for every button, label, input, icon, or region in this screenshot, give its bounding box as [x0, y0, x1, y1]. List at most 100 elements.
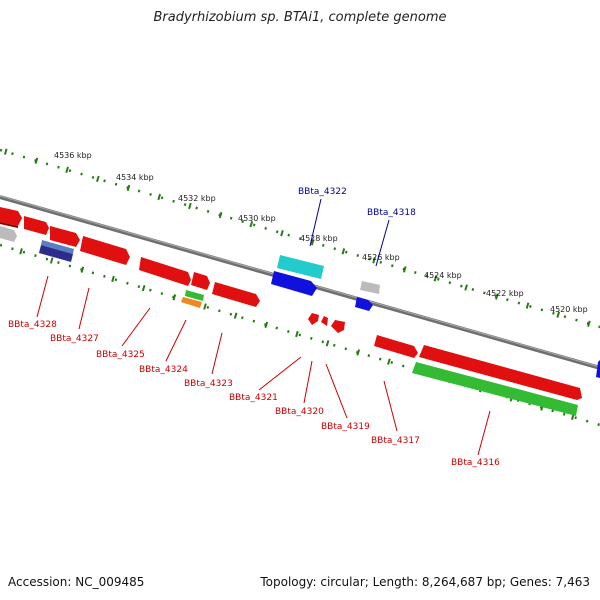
gene-arrow-4324-orange[interactable]	[181, 297, 202, 308]
major-tick-mark	[433, 275, 438, 282]
major-tick-mark	[80, 266, 85, 273]
gene-arrow-4328-blue-a[interactable]	[41, 240, 74, 254]
major-tick-mark	[203, 303, 207, 310]
upper-tick-track	[0, 148, 600, 329]
gene-arrow-4322-cyan[interactable]	[277, 255, 324, 279]
label-leader-lines	[36, 275, 491, 456]
gene-arrow-4324[interactable]	[139, 257, 191, 286]
major-tick-mark	[3, 148, 8, 155]
gene-arrow-4316-green[interactable]	[412, 362, 578, 416]
leader-4319	[325, 363, 348, 419]
lower-tick-track	[0, 243, 600, 427]
major-tick-mark	[249, 220, 254, 228]
gene-labels: BBta_4328 BBta_4327 BBta_4325 BBta_4324 …	[8, 187, 500, 468]
gene-arrow-4323-a[interactable]	[191, 272, 210, 290]
gene-arrow-4321[interactable]	[308, 313, 319, 325]
gene-arrow-4323-b[interactable]	[212, 282, 260, 307]
major-tick-mark	[233, 312, 238, 319]
gene-label-4320[interactable]: BBta_4320	[275, 407, 324, 417]
leader-4317	[383, 380, 398, 432]
leader-4325	[121, 307, 151, 347]
major-tick-mark	[126, 184, 131, 192]
leader-4327	[78, 287, 90, 330]
major-tick-mark	[495, 293, 499, 300]
major-tick-mark	[49, 257, 54, 264]
gene-label-4328[interactable]: BBta_4328	[8, 320, 57, 330]
major-tick-mark	[188, 202, 192, 210]
major-tick-mark	[525, 302, 530, 309]
major-tick-mark	[34, 157, 39, 164]
gene-arrow-4317[interactable]	[374, 335, 418, 358]
gene-label-4323[interactable]: BBta_4323	[184, 379, 233, 389]
tick-labels: 4536 kbp 4534 kbp 4532 kbp 4530 kbp 4528…	[54, 151, 588, 314]
gene-arrow-partial-grey[interactable]	[0, 226, 17, 242]
tick-label-4536: 4536 kbp	[54, 151, 92, 160]
major-tick-mark	[141, 284, 146, 292]
tick-label-4532: 4532 kbp	[178, 194, 216, 203]
gene-features	[0, 207, 600, 416]
accession-text: Accession: NC_009485	[8, 575, 145, 589]
gene-arrow-4325[interactable]	[80, 236, 130, 265]
major-tick-mark	[310, 239, 315, 246]
gene-arrow-4324-green[interactable]	[185, 290, 204, 301]
gene-label-4316[interactable]: BBta_4316	[451, 458, 500, 468]
tick-label-4534: 4534 kbp	[116, 173, 154, 182]
major-tick-mark	[587, 320, 591, 327]
major-tick-mark	[464, 284, 468, 291]
forward-leader-lines	[309, 198, 390, 267]
major-tick-mark	[280, 230, 284, 237]
gene-label-4317[interactable]: BBta_4317	[371, 436, 420, 446]
gene-arrow-4322-blue[interactable]	[271, 271, 317, 296]
gene-label-4327[interactable]: BBta_4327	[50, 334, 99, 344]
major-tick-mark	[356, 349, 361, 356]
major-tick-mark	[556, 311, 561, 318]
leader-4316	[477, 410, 491, 456]
major-tick-mark	[402, 266, 407, 273]
leader-4328	[36, 275, 49, 318]
major-tick-mark	[325, 340, 330, 347]
gene-label-4324[interactable]: BBta_4324	[139, 365, 188, 375]
gene-arrow-4316-red[interactable]	[419, 345, 582, 400]
major-tick-mark	[341, 248, 346, 255]
major-tick-mark	[172, 294, 177, 301]
major-tick-mark	[372, 257, 376, 264]
gene-label-4325[interactable]: BBta_4325	[96, 350, 145, 360]
major-tick-mark	[19, 248, 23, 255]
major-tick-mark	[264, 321, 269, 329]
tick-label-4524: 4524 kbp	[424, 271, 462, 280]
gene-arrow-4327[interactable]	[50, 226, 80, 247]
gene-label-4321[interactable]: BBta_4321	[229, 393, 278, 403]
map-title: Bradyrhizobium sp. BTAi1, complete genom…	[153, 10, 447, 25]
gene-arrow-4318-blue[interactable]	[355, 297, 373, 311]
gene-arrow-partial-red[interactable]	[0, 207, 22, 226]
leader-4323	[211, 332, 223, 375]
tick-label-4522: 4522 kbp	[486, 289, 524, 298]
gene-arrow-4319[interactable]	[331, 320, 345, 333]
major-tick-mark	[96, 175, 100, 183]
leader-4324	[165, 319, 187, 362]
gene-arrow-4328-blue-b[interactable]	[39, 245, 73, 262]
gene-label-4318[interactable]: BBta_4318	[367, 208, 416, 218]
tick-label-4528: 4528 kbp	[300, 234, 338, 243]
major-tick-mark	[295, 330, 299, 338]
gene-arrow-partial-blue[interactable]	[596, 360, 600, 378]
gene-label-4322[interactable]: BBta_4322	[298, 187, 347, 197]
major-tick-mark	[157, 193, 162, 201]
gene-arrow-4328-top[interactable]	[24, 216, 49, 235]
major-tick-mark	[218, 211, 223, 219]
major-tick-mark	[65, 166, 69, 173]
tick-label-4530: 4530 kbp	[238, 214, 276, 223]
major-tick-mark	[111, 275, 115, 283]
gene-label-4319[interactable]: BBta_4319	[321, 422, 370, 432]
leader-4322	[309, 198, 322, 247]
gene-arrow-4320[interactable]	[321, 316, 328, 326]
tick-label-4520: 4520 kbp	[550, 305, 588, 314]
gene-arrow-4318-grey[interactable]	[360, 281, 380, 294]
leader-4320	[303, 360, 313, 404]
gene-arrow-partial-red-shadow	[0, 222, 18, 228]
leader-4318	[375, 219, 390, 267]
major-tick-mark	[387, 358, 391, 365]
tick-label-4526: 4526 kbp	[362, 253, 400, 262]
topology-text: Topology: circular; Length: 8,264,687 bp…	[260, 575, 590, 589]
